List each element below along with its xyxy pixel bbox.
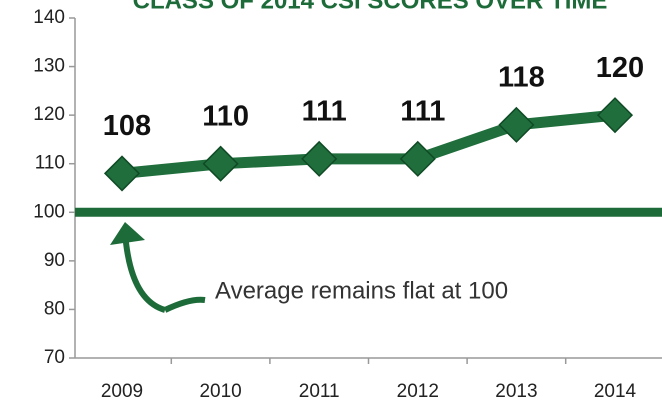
marker <box>498 106 535 143</box>
y-tick-label: 80 <box>44 298 65 319</box>
y-tick-label: 100 <box>33 201 65 222</box>
data-label: 111 <box>302 96 347 128</box>
x-tick-label: 2012 <box>397 381 439 402</box>
y-tick-label: 120 <box>33 104 65 125</box>
marker <box>301 140 338 177</box>
marker <box>103 155 141 192</box>
annotation: Average remains flat at 100 <box>215 277 508 304</box>
series-line <box>121 109 616 179</box>
y-tick-label: 140 <box>33 7 65 28</box>
annotation-arrow <box>122 231 167 313</box>
data-label: 120 <box>596 52 644 84</box>
chart-title: CLASS OF 2014 CSI SCORES OVER TIME <box>133 0 608 14</box>
y-tick-label: 110 <box>35 153 65 174</box>
data-label: 110 <box>202 100 249 132</box>
x-tick-label: 2009 <box>101 381 143 402</box>
y-tick-label: 130 <box>33 56 65 77</box>
data-label: 108 <box>103 110 151 142</box>
y-tick-label: 90 <box>44 250 65 271</box>
annotation-arrow-tail <box>163 296 206 313</box>
data-label: 118 <box>498 62 545 94</box>
x-tick-label: 2010 <box>199 381 241 402</box>
marker <box>596 97 634 134</box>
y-tick-label: 70 <box>44 347 65 368</box>
arrow-head <box>110 222 145 245</box>
x-tick-label: 2013 <box>495 381 537 402</box>
x-tick-label: 2011 <box>299 381 340 402</box>
marker <box>202 145 239 182</box>
marker <box>399 140 436 177</box>
data-label: 111 <box>400 96 445 128</box>
x-tick-label: 2014 <box>594 381 637 402</box>
